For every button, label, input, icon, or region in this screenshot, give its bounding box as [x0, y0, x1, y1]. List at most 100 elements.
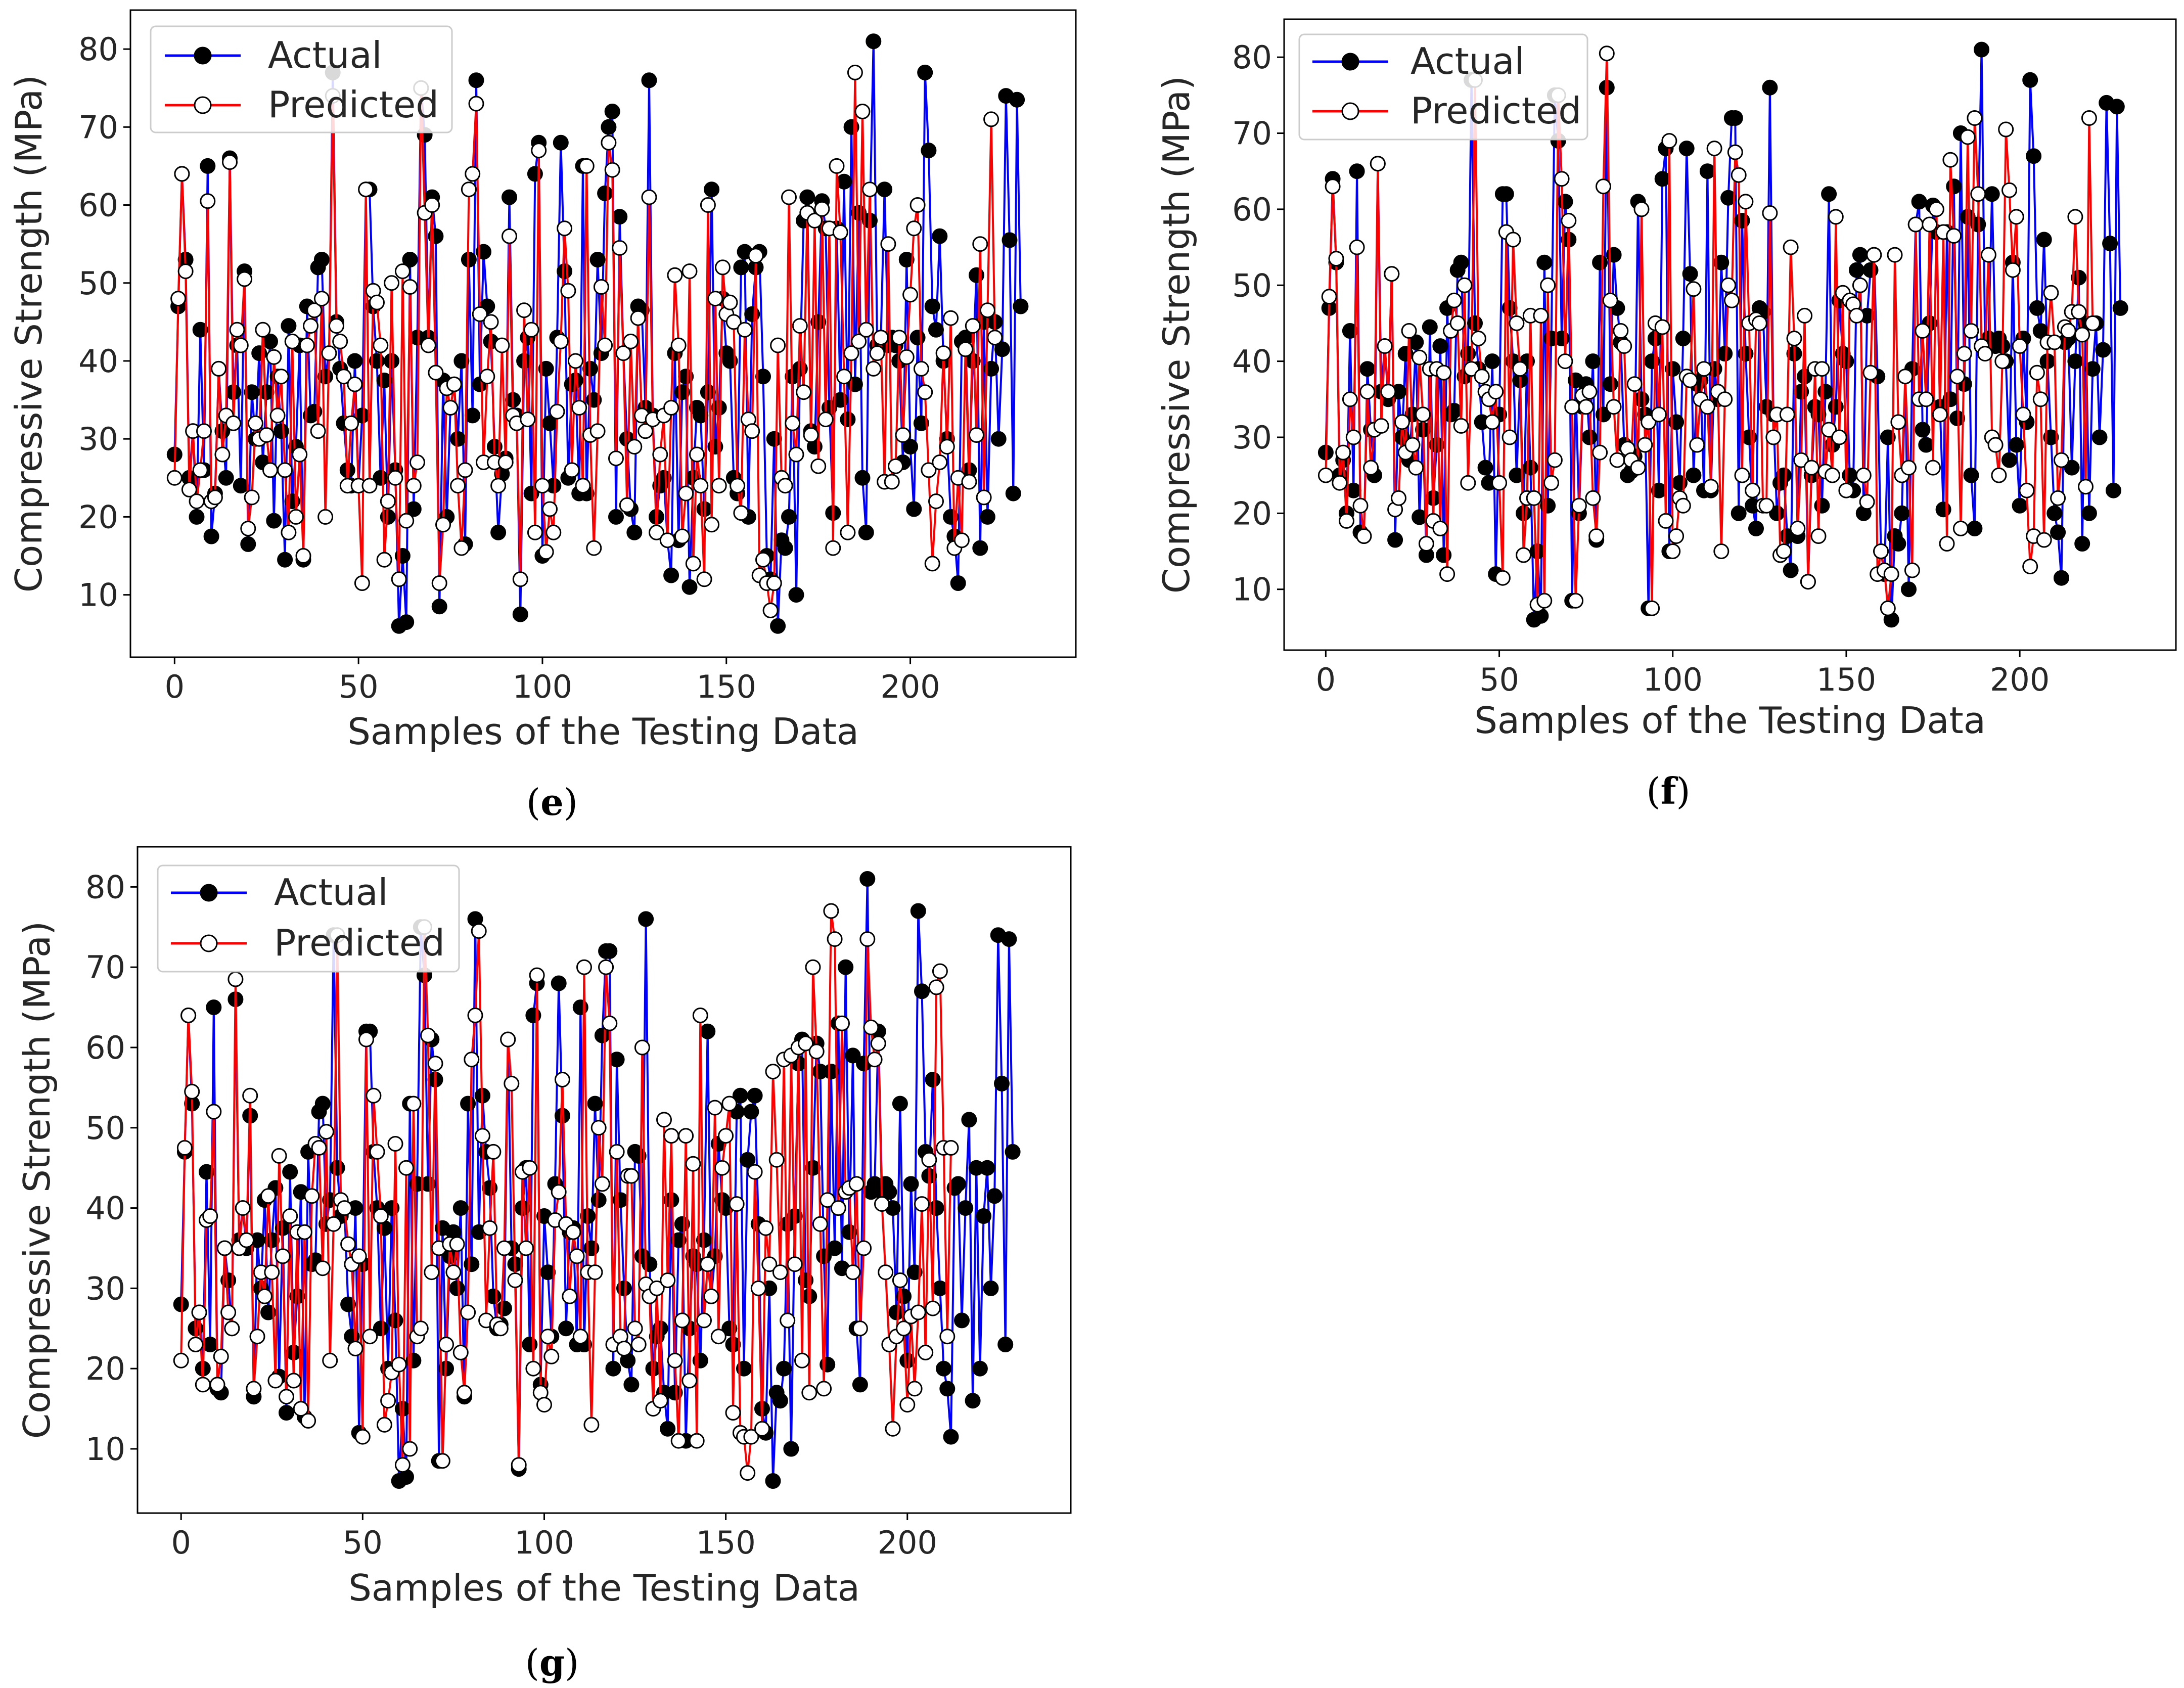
- data-point-predicted: [402, 1441, 418, 1457]
- data-point-predicted: [453, 540, 470, 556]
- data-point-predicted: [225, 415, 242, 431]
- panel-f: 0 50 100 150 200 10 20 30 40 50 60 70 80 Samples of …: [1155, 18, 2177, 812]
- data-point-actual: [2081, 505, 2097, 521]
- data-point-predicted: [758, 1220, 774, 1236]
- data-point-predicted: [402, 279, 418, 295]
- data-point-actual: [604, 104, 620, 119]
- data-point-actual: [277, 552, 293, 568]
- data-point-predicted: [310, 423, 326, 439]
- panel-e: 0 50 100 150 200 10 20 30 40 50 60 70 80 Samples of …: [8, 9, 1077, 824]
- data-point-actual: [452, 1200, 469, 1216]
- data-point-predicted: [1852, 277, 1868, 293]
- data-point-predicted: [209, 1377, 225, 1393]
- data-point-actual: [892, 1096, 908, 1112]
- data-point-actual: [340, 1296, 356, 1312]
- data-point-actual: [1436, 547, 1452, 563]
- data-point-predicted: [317, 509, 334, 525]
- data-point-predicted: [748, 248, 764, 264]
- data-point-predicted: [796, 384, 812, 400]
- data-point-actual: [1678, 141, 1695, 157]
- data-point-actual: [1984, 186, 2000, 202]
- data-point-predicted: [1918, 391, 1934, 407]
- data-point-predicted: [899, 1397, 916, 1413]
- data-point-actual: [1005, 1144, 1021, 1160]
- data-point-actual: [476, 244, 491, 260]
- data-point-predicted: [1849, 307, 1864, 324]
- data-point-actual: [1005, 485, 1021, 501]
- data-point-predicted: [891, 330, 907, 346]
- data-point-predicted: [362, 1329, 378, 1345]
- data-point-predicted: [255, 322, 271, 338]
- data-point-predicted: [1998, 121, 2014, 138]
- data-point-predicted: [2032, 391, 2049, 407]
- data-point-predicted: [604, 162, 620, 178]
- data-point-predicted: [663, 400, 679, 416]
- data-point-actual: [1509, 467, 1525, 483]
- data-point-predicted: [391, 571, 407, 587]
- data-point-predicted: [376, 552, 392, 568]
- y-tick-label: 40: [1232, 343, 1272, 380]
- data-point-actual: [485, 1288, 502, 1304]
- data-point-predicted: [609, 1144, 625, 1160]
- data-point-actual: [852, 1377, 868, 1393]
- data-point-actual: [1748, 520, 1764, 536]
- data-point-predicted: [468, 96, 484, 112]
- data-point-predicted: [518, 1240, 534, 1256]
- data-point-predicted: [1758, 497, 1774, 514]
- data-point-predicted: [490, 478, 507, 494]
- data-point-predicted: [1907, 216, 1924, 233]
- data-point-predicted: [1987, 437, 2004, 453]
- data-point-predicted: [267, 1373, 284, 1389]
- data-point-predicted: [1578, 399, 1594, 415]
- data-point-predicted: [810, 458, 827, 474]
- data-point-actual: [465, 407, 481, 424]
- data-point-predicted: [2050, 490, 2066, 506]
- data-point-actual: [693, 407, 709, 424]
- data-point-predicted: [195, 1377, 211, 1393]
- data-point-predicted: [336, 369, 352, 385]
- data-point-predicted: [1401, 323, 1417, 339]
- y-tick-label: 20: [85, 1350, 125, 1387]
- data-point-predicted: [1488, 384, 1504, 400]
- data-point-predicted: [649, 524, 664, 540]
- data-point-predicted: [638, 423, 654, 439]
- data-point-actual: [770, 618, 786, 634]
- data-point-predicted: [529, 967, 545, 983]
- data-point-predicted: [380, 1393, 396, 1409]
- chart-f-ticks: 0 50 100 150 200 10 20 30 40 50 60 70 80: [1232, 39, 2050, 698]
- data-point-predicted: [725, 1405, 741, 1421]
- legend-actual-marker-g: [200, 884, 218, 902]
- data-point-predicted: [1713, 543, 1730, 559]
- data-point-predicted: [1800, 574, 1816, 590]
- data-point-predicted: [202, 1208, 218, 1224]
- data-point-actual: [921, 143, 937, 159]
- data-point-predicted: [326, 1216, 342, 1232]
- data-point-predicted: [1793, 452, 1809, 468]
- data-point-predicted: [2036, 532, 2052, 548]
- data-point-predicted: [191, 1304, 207, 1320]
- y-tick-label: 80: [1232, 39, 1272, 76]
- data-point-predicted: [1453, 418, 1469, 434]
- data-point-actual: [1960, 209, 1976, 225]
- data-point-actual: [279, 1405, 294, 1421]
- data-point-predicted: [1977, 346, 1993, 362]
- data-point-actual: [1412, 509, 1428, 525]
- data-point-predicted: [765, 1064, 781, 1080]
- data-point-predicted: [587, 1264, 603, 1281]
- y-tick-label: 60: [1232, 191, 1272, 228]
- legend-predicted-text-e: Predicted: [268, 83, 439, 126]
- data-point-predicted: [917, 384, 933, 400]
- data-point-predicted: [649, 1280, 665, 1296]
- data-point-predicted: [1596, 178, 1611, 195]
- data-point-predicted: [321, 345, 337, 361]
- data-point-predicted: [553, 333, 569, 349]
- data-point-actual: [597, 185, 613, 201]
- data-point-actual: [522, 1337, 538, 1352]
- data-point-predicted: [434, 1453, 450, 1469]
- data-point-actual: [983, 1280, 999, 1296]
- data-point-predicted: [1418, 536, 1434, 552]
- data-point-predicted: [497, 454, 514, 470]
- data-point-predicted: [578, 158, 595, 174]
- data-point-actual: [972, 540, 988, 556]
- data-point-predicted: [685, 556, 701, 572]
